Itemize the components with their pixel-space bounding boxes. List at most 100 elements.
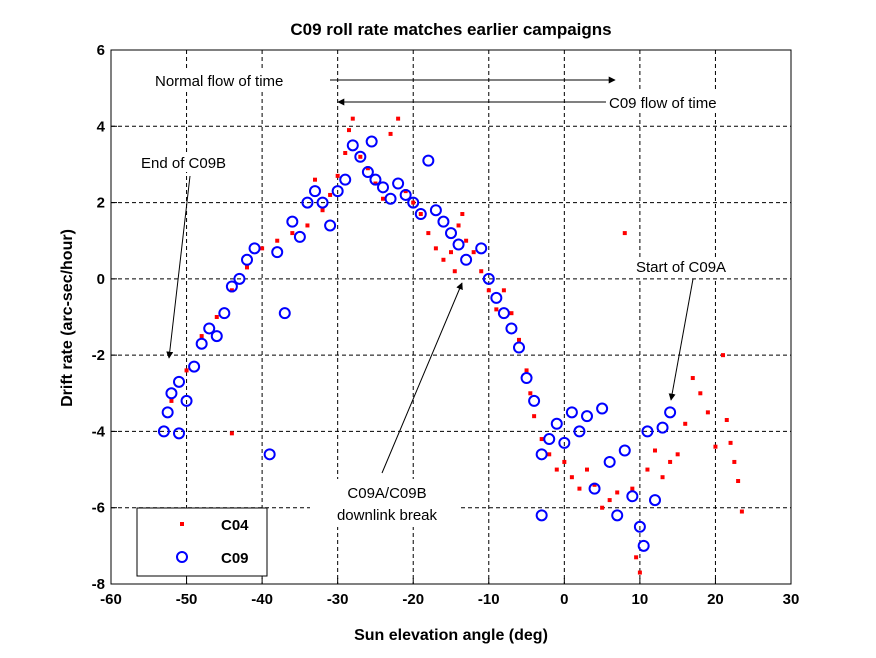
c09-point <box>195 337 208 350</box>
c09-point <box>346 139 359 152</box>
c04-point <box>668 459 673 464</box>
legend-c04-marker <box>180 522 184 526</box>
c04-point <box>169 398 174 403</box>
c09-point <box>520 372 533 385</box>
y-tick-label: -6 <box>92 500 105 517</box>
y-tick-label: -2 <box>92 347 105 364</box>
c04-point <box>634 555 639 560</box>
c04-point <box>577 486 582 491</box>
c04-point <box>449 250 453 255</box>
plot-frame <box>110 49 792 585</box>
c09-point <box>157 425 170 438</box>
c09-point <box>361 166 374 179</box>
c09-point <box>399 188 412 201</box>
c09-point <box>445 227 457 240</box>
c04-point <box>184 368 189 373</box>
downlink-break-label-2: downlink break <box>337 507 438 524</box>
c09-point <box>188 360 201 373</box>
x-tick-label: -20 <box>402 591 424 608</box>
chart-title: C09 roll rate matches earlier campaigns <box>290 20 611 39</box>
c04-point <box>426 231 431 236</box>
c04-point <box>441 257 446 262</box>
c04-point <box>486 288 491 293</box>
c09-point <box>588 482 601 495</box>
x-tick-label: 20 <box>707 591 724 608</box>
c09-point <box>581 410 593 423</box>
c04-point <box>358 154 363 159</box>
c04-point <box>396 116 401 121</box>
c09-point <box>301 196 314 209</box>
c09-point <box>271 246 284 259</box>
c09-point <box>482 272 495 285</box>
c09-point <box>354 150 367 163</box>
c09-point <box>550 417 563 430</box>
y-axis-label: Drift rate (arc-sec/hour) <box>59 229 76 407</box>
c09-point <box>173 427 185 440</box>
annotations: Normal flow of time C09 flow of time End… <box>137 70 760 527</box>
c09-point <box>248 242 261 255</box>
c04-point <box>365 166 370 171</box>
y-tick-label: 2 <box>97 195 105 212</box>
c04-point <box>350 116 355 121</box>
end-c09b-label: End of C09B <box>141 155 226 172</box>
c09-point <box>649 494 661 507</box>
c09-point <box>414 208 427 221</box>
c09-point <box>460 253 473 266</box>
c04-point <box>418 212 423 217</box>
c09-flow-label: C09 flow of time <box>609 95 717 112</box>
c09-point <box>596 402 609 415</box>
c04-point <box>645 467 650 472</box>
c09-point <box>241 253 253 266</box>
c09-point <box>543 433 556 446</box>
c04-point <box>622 231 627 236</box>
c04-point <box>373 181 378 186</box>
c04-point <box>199 334 204 339</box>
c04-point <box>305 223 310 228</box>
downlink-break-label-1: C09A/C09B <box>347 485 426 502</box>
c04-point <box>411 200 416 205</box>
c09-point <box>429 204 442 217</box>
c04-point <box>600 505 605 510</box>
c04-point <box>517 337 521 342</box>
c04-point <box>501 288 506 293</box>
c04-point <box>335 173 340 178</box>
c04-point <box>494 307 499 312</box>
c04-point <box>452 269 457 274</box>
c04-point <box>403 189 408 194</box>
c09-point <box>233 272 246 285</box>
c09-point <box>641 425 654 438</box>
c09-point <box>339 173 352 186</box>
c09-point <box>324 219 337 232</box>
c04-point <box>471 250 476 255</box>
c04-point <box>509 311 514 316</box>
c04-point <box>554 467 559 472</box>
normal-flow-label: Normal flow of time <box>155 73 283 90</box>
c04-point <box>464 238 469 243</box>
c09-point <box>452 238 465 251</box>
c04-point <box>456 223 461 228</box>
c04-point <box>637 570 642 575</box>
downlink-break-arrow <box>381 282 463 474</box>
x-tick-label: 10 <box>632 591 649 608</box>
c04-point <box>388 131 393 136</box>
y-tick-label: -8 <box>92 576 105 593</box>
c04-point <box>214 315 219 319</box>
y-tick-label: 4 <box>97 118 106 135</box>
c09-point <box>565 406 578 419</box>
y-tick-label: -4 <box>92 423 106 440</box>
c04-point <box>433 246 438 251</box>
c04-point <box>683 421 688 426</box>
c04-point <box>675 452 680 457</box>
c04-point <box>592 482 597 487</box>
c09-point <box>407 196 420 209</box>
c09-point <box>263 448 276 461</box>
c09-point <box>603 455 616 468</box>
c04-point <box>698 391 703 396</box>
c09-point <box>180 394 193 407</box>
c04-point <box>528 391 533 396</box>
c09-point <box>611 509 624 522</box>
c09-point <box>392 177 405 190</box>
c09-point <box>626 490 639 503</box>
c04-point <box>721 353 725 358</box>
